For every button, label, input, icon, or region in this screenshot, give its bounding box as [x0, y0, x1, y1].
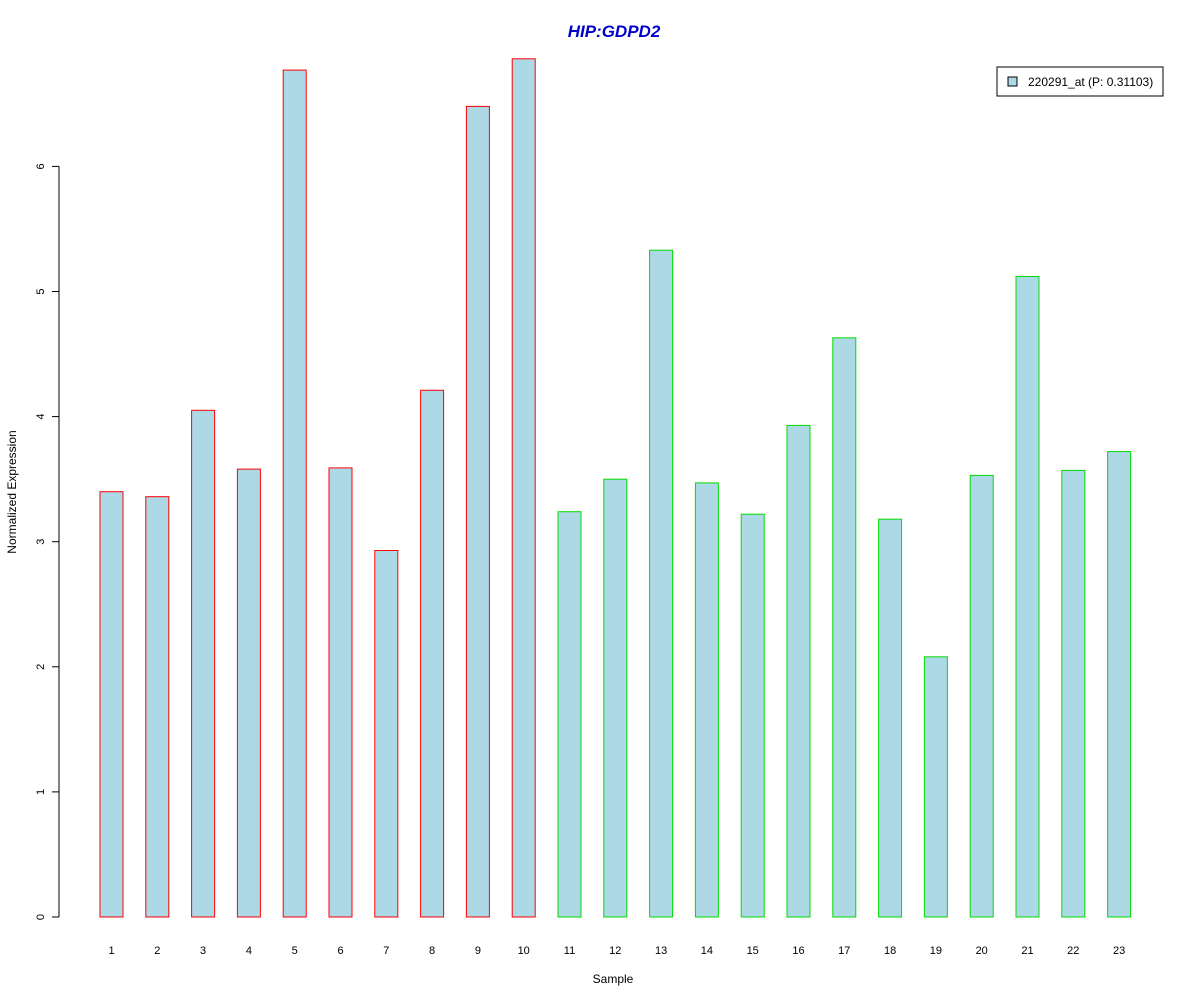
x-tick-label: 14	[701, 945, 713, 957]
y-tick-label: 1	[35, 789, 47, 795]
legend-box	[996, 66, 1164, 97]
bar-sample-3	[191, 409, 216, 918]
bar-sample-2	[145, 496, 170, 918]
x-tick-label: 7	[383, 945, 389, 957]
x-tick-label: 5	[292, 945, 298, 957]
y-tick-label: 3	[35, 539, 47, 545]
x-axis-label: Sample	[593, 972, 634, 986]
y-tick-label: 2	[35, 664, 47, 670]
x-tick-label: 3	[200, 945, 206, 957]
legend-swatch	[1007, 76, 1018, 87]
x-tick-label: 12	[609, 945, 621, 957]
bar-sample-13	[649, 249, 674, 918]
x-tick-label: 8	[429, 945, 435, 957]
bars-group	[99, 58, 1132, 918]
x-tick-label: 10	[518, 945, 530, 957]
y-tick-label: 0	[35, 914, 47, 920]
bar-sample-1	[99, 491, 124, 918]
bar-sample-22	[1061, 469, 1086, 918]
bar-sample-14	[694, 482, 719, 918]
bar-sample-10	[511, 58, 536, 918]
x-tick-label: 18	[884, 945, 896, 957]
x-tick-label: 4	[246, 945, 252, 957]
bar-sample-6	[328, 467, 353, 918]
x-tick-label: 6	[337, 945, 343, 957]
y-tick-label: 6	[35, 163, 47, 169]
x-tick-labels: 1 2 3 4 5 6 7 8 9 10 11 12 13 14 15 16 17 18 19 20 21 22 23	[108, 945, 1125, 957]
y-axis: 0 1 2 3 4 5 6	[35, 163, 60, 920]
x-tick-label: 15	[747, 945, 759, 957]
x-tick-label: 22	[1067, 945, 1079, 957]
x-tick-label: 20	[976, 945, 988, 957]
y-axis-label: Normalized Expression	[5, 430, 19, 553]
bar-sample-5	[282, 69, 307, 918]
y-tick-label: 5	[35, 288, 47, 294]
x-tick-label: 11	[564, 945, 575, 957]
bar-sample-20	[969, 474, 994, 918]
bar-sample-23	[1107, 451, 1132, 918]
legend-label: 220291_at (P: 0.31103)	[1028, 75, 1153, 89]
bar-sample-16	[786, 424, 811, 918]
x-tick-label: 21	[1021, 945, 1033, 957]
bar-sample-12	[603, 478, 628, 918]
bar-sample-9	[465, 105, 490, 918]
y-tick-label: 4	[35, 414, 47, 420]
chart-title: HIP:GDPD2	[568, 22, 661, 41]
x-tick-label: 9	[475, 945, 481, 957]
x-tick-label: 17	[838, 945, 850, 957]
x-tick-label: 2	[154, 945, 160, 957]
bar-sample-19	[923, 656, 948, 918]
bar-sample-11	[557, 511, 582, 918]
bar-sample-21	[1015, 276, 1040, 918]
x-tick-label: 1	[108, 945, 114, 957]
x-tick-label: 13	[655, 945, 667, 957]
x-tick-label: 19	[930, 945, 942, 957]
bar-sample-17	[832, 337, 857, 918]
legend: 220291_at (P: 0.31103)	[996, 66, 1164, 97]
bar-sample-15	[740, 513, 765, 918]
x-tick-label: 23	[1113, 945, 1125, 957]
bar-sample-8	[420, 389, 445, 918]
bar-sample-4	[236, 468, 261, 918]
x-tick-label: 16	[792, 945, 804, 957]
bar-sample-7	[374, 550, 399, 918]
bar-sample-18	[878, 518, 903, 918]
